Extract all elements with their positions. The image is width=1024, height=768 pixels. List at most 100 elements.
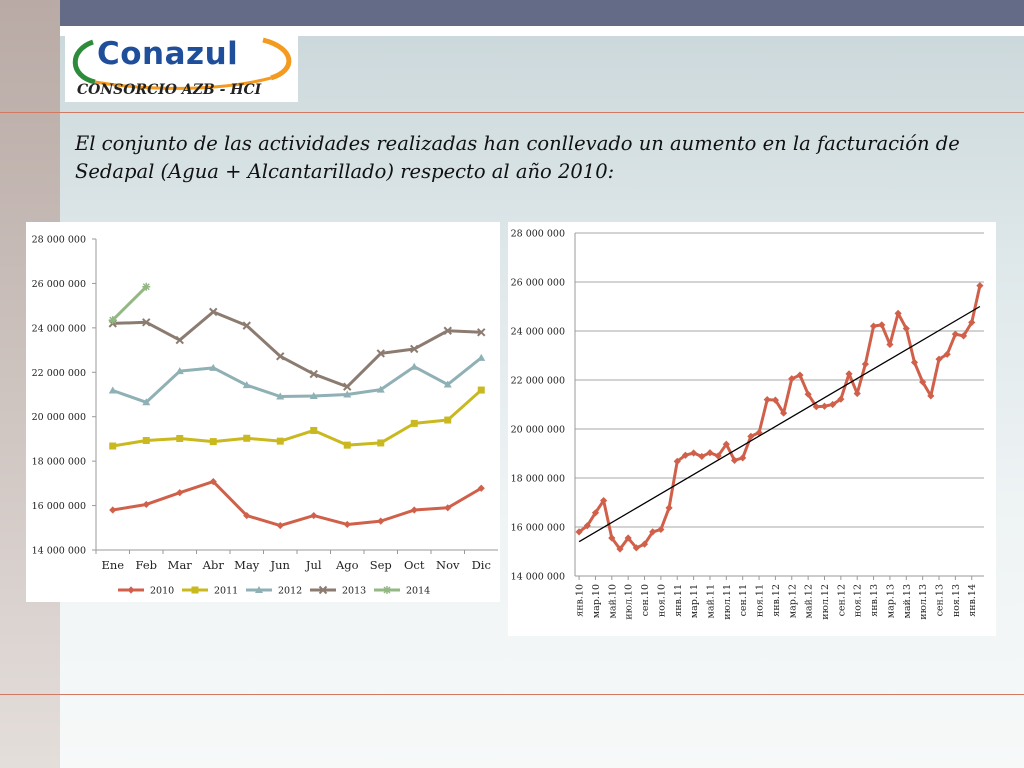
- data-point-2012: [309, 392, 318, 400]
- monthly-billing-chart: 14 000 000 16 000 000 18 000 000 20 000 000…: [26, 222, 500, 602]
- data-point: [820, 402, 829, 410]
- data-point: [943, 350, 951, 358]
- data-point: [624, 534, 632, 542]
- top-white-band: [60, 26, 1024, 36]
- data-point-2012: [477, 353, 486, 361]
- data-point-2012: [376, 385, 385, 393]
- timeline-billing-chart: 14 000 000 16 000 000 18 000 000 20 000 000…: [508, 222, 996, 636]
- y-tick-label: 26 000 000: [32, 279, 86, 290]
- legend-label-2014: 2014: [406, 586, 430, 597]
- x-tick-label: сен.10: [640, 584, 651, 616]
- data-point-2010: [243, 511, 251, 520]
- data-point-2010: [109, 506, 117, 514]
- x-tick-label: Feb: [135, 558, 157, 572]
- data-point: [722, 440, 730, 448]
- data-point-2013: [142, 318, 151, 327]
- x-tick-label: июл.13: [918, 584, 929, 620]
- page-headline: El conjunto de las actividades realizada…: [75, 132, 960, 183]
- data-point: [845, 370, 853, 378]
- data-point-2011: [243, 434, 251, 442]
- series-2014: [108, 282, 151, 325]
- divider-top: [0, 112, 1024, 113]
- data-point-2011: [176, 434, 184, 442]
- data-point: [788, 375, 796, 383]
- y-tick-label: 24 000 000: [32, 323, 86, 334]
- divider-bottom: [0, 694, 1024, 695]
- series-line: [578, 285, 982, 551]
- data-point-2010: [176, 489, 184, 497]
- data-point-2012: [209, 363, 218, 371]
- x-tick-label: май.13: [902, 584, 913, 619]
- data-point-2011: [377, 439, 385, 447]
- x-tick-label: Abr: [202, 558, 225, 572]
- x-tick-label: янв.11: [673, 584, 684, 617]
- x-tick-label: мар.10: [591, 584, 602, 618]
- y-tick-label: 26 000 000: [511, 278, 565, 289]
- data-point-2011: [343, 441, 351, 449]
- y-tick-label: 20 000 000: [32, 412, 86, 423]
- x-tick-label: янв.12: [771, 584, 782, 617]
- y-tick-label: 28 000 000: [32, 235, 86, 246]
- data-point-2013: [343, 382, 352, 391]
- y-tick-label: 16 000 000: [32, 501, 86, 512]
- x-tick-label: Dic: [472, 558, 491, 572]
- data-point: [886, 340, 894, 349]
- data-point-2012: [410, 362, 419, 370]
- data-point-2010: [343, 520, 351, 529]
- series-2011: [109, 386, 485, 450]
- y-tick-label: 22 000 000: [32, 368, 86, 379]
- y-tick-label: 20 000 000: [511, 425, 565, 436]
- data-point: [919, 378, 927, 386]
- top-banner: [60, 0, 1024, 26]
- conazul-logo: Conazul CONSORCIO AZB - HCI: [65, 36, 298, 102]
- data-point-2010: [377, 517, 385, 525]
- trend-line: [578, 305, 981, 543]
- x-tick-label: Sep: [370, 558, 392, 572]
- data-point: [976, 282, 984, 290]
- data-point: [763, 396, 771, 404]
- y-tick-label: 22 000 000: [511, 376, 565, 387]
- x-tick-label: янв.10: [575, 584, 586, 617]
- data-point-2011: [444, 416, 452, 424]
- x-tick-label: мар.12: [787, 584, 798, 618]
- x-tick-label: Mar: [168, 558, 193, 572]
- y-tick-label: 24 000 000: [511, 327, 565, 338]
- data-point: [902, 324, 910, 333]
- data-point-2010: [444, 504, 452, 512]
- legend-marker-2014: [383, 586, 391, 594]
- data-point-2012: [276, 392, 285, 400]
- data-point-2013: [443, 326, 452, 335]
- series-2010: [109, 477, 485, 530]
- data-point-2010: [276, 521, 284, 530]
- data-point-2012: [175, 367, 184, 375]
- x-tick-label: ноя.10: [656, 584, 667, 617]
- data-point-2010: [142, 500, 150, 509]
- y-tick-label: 18 000 000: [511, 474, 565, 485]
- logo-wordmark: Conazul: [97, 36, 239, 72]
- legend-marker-2012: [255, 586, 263, 593]
- x-tick-label: Ene: [101, 558, 124, 572]
- series-2013: [108, 307, 486, 391]
- x-tick-label: мар.13: [885, 584, 896, 618]
- x-tick-label: янв.13: [869, 584, 880, 617]
- data-point-2010: [310, 511, 318, 520]
- data-point: [829, 400, 837, 409]
- legend-marker-2013: [318, 585, 328, 595]
- legend-label-2013: 2013: [342, 586, 366, 597]
- x-tick-label: май.11: [705, 584, 716, 619]
- x-tick-label: мар.11: [689, 584, 700, 618]
- x-tick-label: июл.11: [722, 584, 733, 620]
- data-point-2010: [477, 484, 485, 492]
- data-point-2012: [242, 381, 251, 389]
- data-point-2011: [142, 436, 150, 444]
- data-point-2011: [310, 426, 318, 434]
- x-tick-label: ноя.12: [853, 584, 864, 617]
- data-point: [657, 525, 665, 534]
- x-tick-label: Nov: [436, 558, 460, 572]
- data-point-2012: [142, 398, 151, 406]
- legend-marker-2010: [127, 586, 135, 594]
- x-tick-label: сен.11: [738, 584, 749, 616]
- y-tick-label: 28 000 000: [511, 229, 565, 240]
- monthly-billing-svg: 14 000 000 16 000 000 18 000 000 20 000 000…: [32, 235, 498, 597]
- chart-legend: 2010 2011 2012 2013 2014: [118, 586, 430, 597]
